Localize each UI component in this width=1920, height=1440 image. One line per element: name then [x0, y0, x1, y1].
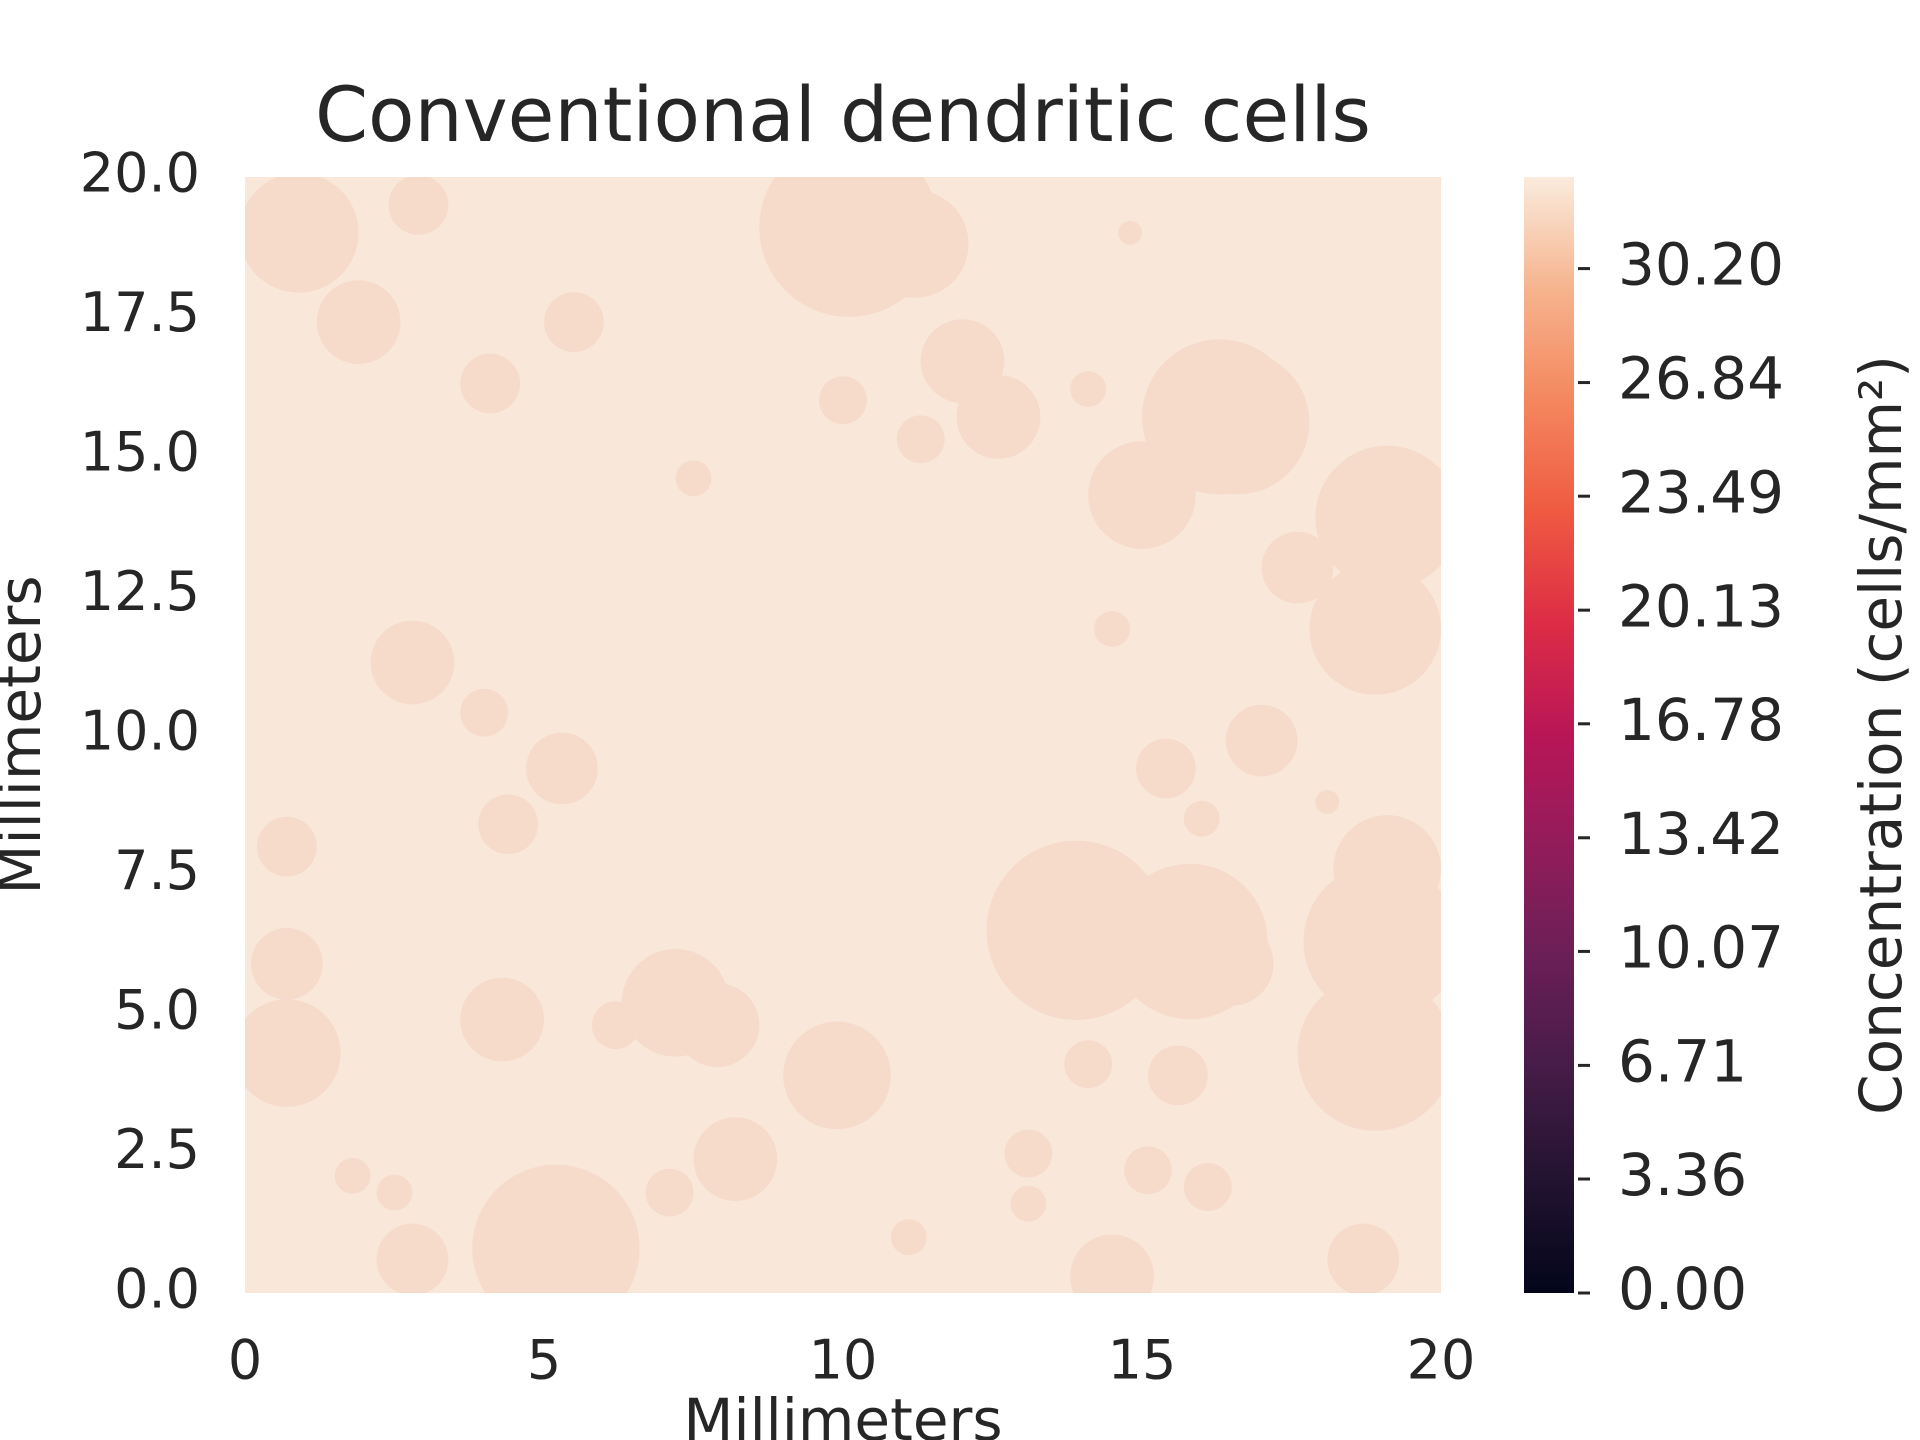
contour-region: [1315, 445, 1441, 590]
contour-region: [1297, 975, 1441, 1131]
contour-region: [544, 292, 604, 352]
contour-region: [1004, 1129, 1053, 1178]
x-tick-label: 20: [1407, 1329, 1476, 1392]
contour-region: [675, 983, 760, 1068]
contour-region: [1118, 220, 1143, 245]
contour-region: [388, 177, 449, 235]
y-tick-label: 2.5: [114, 1118, 200, 1181]
y-tick-label: 10.0: [80, 700, 200, 763]
contour-region: [376, 1174, 413, 1211]
contour-region: [645, 1168, 694, 1217]
contour-region: [956, 375, 1041, 459]
colorbar-tick-label: 13.42: [1618, 800, 1784, 868]
contour-region: [1315, 790, 1340, 814]
x-tick-label: 10: [809, 1329, 878, 1392]
contour-region: [819, 376, 867, 425]
contour-region: [1136, 738, 1196, 799]
contour-region: [1094, 611, 1131, 647]
colorbar-tick-label: 26.84: [1618, 345, 1784, 413]
contour-region: [1010, 1185, 1047, 1222]
contour-region: [1333, 815, 1441, 923]
contour-region: [1189, 921, 1274, 1006]
contour-region: [376, 1223, 449, 1293]
y-axis-label: Millimeters: [0, 575, 54, 894]
colorbar-tick-label: 16.78: [1618, 686, 1784, 754]
contour-region: [334, 1157, 371, 1194]
contour-region: [245, 177, 359, 293]
contour-region: [316, 280, 401, 364]
y-tick-label: 20.0: [80, 142, 200, 205]
contour-region: [860, 190, 969, 298]
plot-area: [245, 177, 1441, 1293]
contour-region: [245, 999, 341, 1107]
colorbar-tick-label: 0.00: [1618, 1255, 1747, 1323]
contour-region: [1165, 350, 1310, 495]
contour-region: [526, 732, 598, 805]
contour-region: [675, 460, 712, 497]
contour-region: [1070, 371, 1107, 407]
colorbar-tick-label: 6.71: [1618, 1027, 1747, 1095]
x-tick-label: 0: [228, 1329, 262, 1392]
contour-region: [1183, 1163, 1232, 1211]
y-tick-label: 12.5: [80, 560, 200, 623]
y-tick-label: 0.0: [114, 1258, 200, 1321]
contour-region: [1327, 1223, 1400, 1293]
contour-region: [460, 977, 544, 1062]
contour-region: [1309, 563, 1441, 695]
contour-region: [783, 1021, 891, 1130]
contour-region: [1261, 531, 1334, 604]
colorbar-tick-label: 20.13: [1618, 572, 1784, 640]
contour-region: [1064, 1040, 1113, 1089]
contour-region: [1070, 1234, 1154, 1293]
contour-region: [472, 1164, 640, 1293]
contour-region: [1088, 441, 1196, 549]
colorbar-tick-label: 10.07: [1618, 914, 1784, 982]
y-tick-label: 7.5: [114, 839, 200, 902]
x-tick-label: 15: [1108, 1329, 1177, 1392]
contour-region: [256, 816, 317, 877]
contour-region: [370, 620, 455, 705]
y-tick-label: 17.5: [80, 281, 200, 344]
contour-region: [890, 1219, 927, 1256]
colorbar-label: Concentration (cells/mm²): [1847, 355, 1915, 1115]
colorbar-tick-label: 3.36: [1618, 1141, 1747, 1209]
chart-title: Conventional dendritic cells: [315, 70, 1371, 159]
contour-region: [1147, 1045, 1208, 1106]
contour-region: [250, 927, 323, 1000]
contour-region: [896, 415, 945, 464]
colorbar-tick-label: 23.49: [1618, 458, 1784, 526]
x-axis-label: Millimeters: [683, 1386, 1002, 1440]
colorbar-tick-label: 30.20: [1618, 231, 1784, 299]
y-tick-label: 5.0: [114, 979, 200, 1042]
contour-region: [478, 794, 539, 855]
x-tick-label: 5: [527, 1329, 561, 1392]
contour-region: [460, 688, 509, 737]
contour-region: [693, 1117, 778, 1201]
contour-region: [1124, 1146, 1172, 1195]
contour-region: [460, 353, 521, 414]
contour-region: [591, 1001, 640, 1050]
contour-region: [1183, 800, 1220, 837]
contour-region: [1225, 704, 1298, 777]
colorbar: [1524, 177, 1574, 1293]
y-tick-label: 15.0: [80, 421, 200, 484]
